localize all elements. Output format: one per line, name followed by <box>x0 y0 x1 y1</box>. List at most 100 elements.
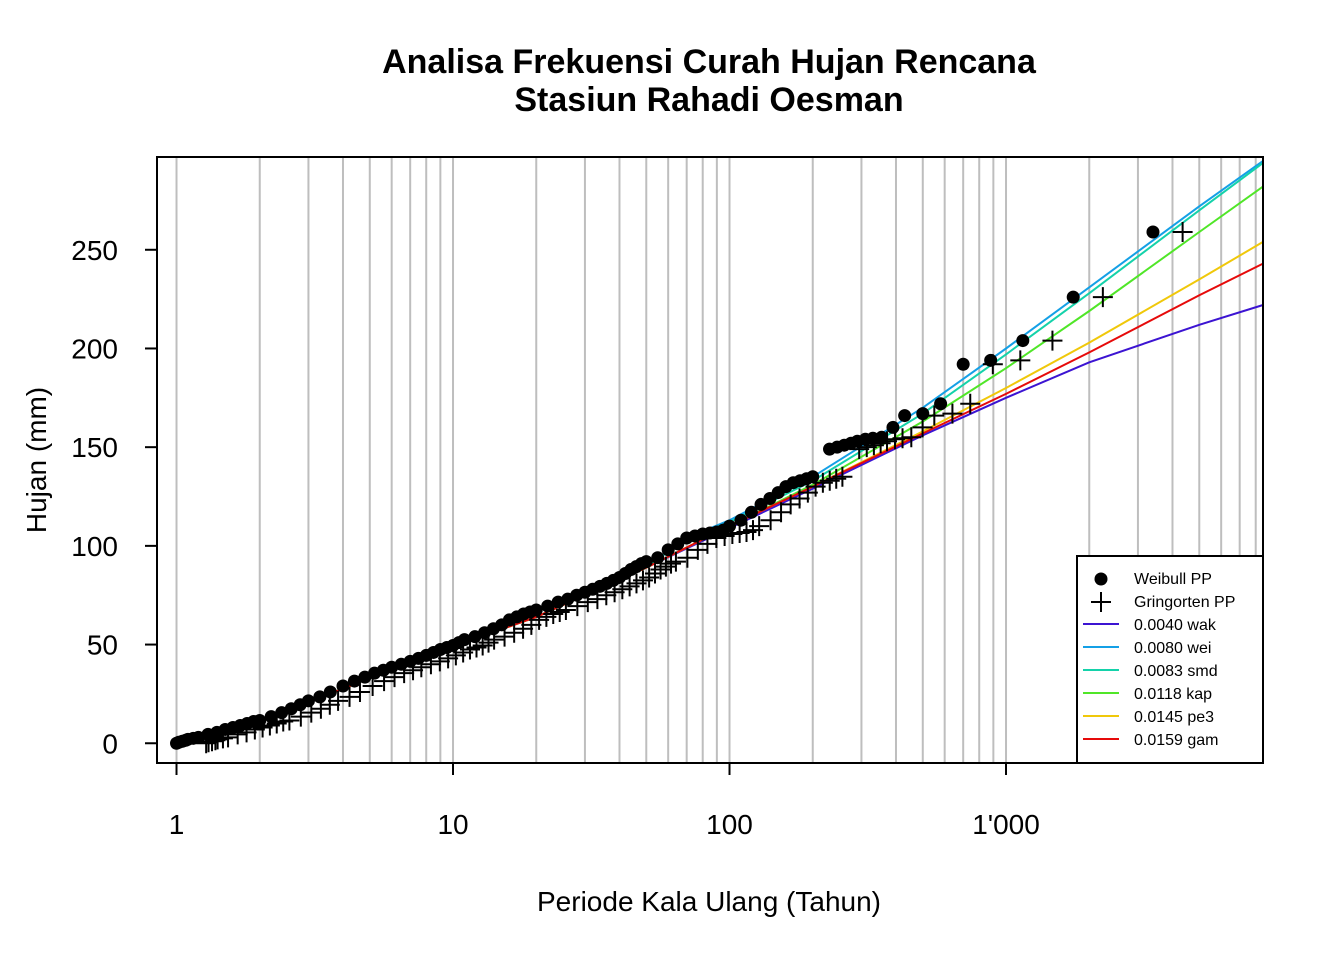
y-axis: 0 50 100 150 200 250 <box>71 235 157 759</box>
weibull-point <box>1146 225 1160 239</box>
gringorten-point <box>319 694 340 715</box>
gringorten-point <box>1010 350 1031 371</box>
legend-label: 0.0145 pe3 <box>1134 709 1214 726</box>
weibull-point <box>806 470 820 484</box>
x-axis: 1 10 100 1'000 <box>169 763 1040 840</box>
gringorten-point <box>577 592 598 613</box>
x-tick-label: 100 <box>706 809 753 840</box>
x-tick-label: 1 <box>169 809 185 840</box>
gringorten-point <box>494 626 515 647</box>
y-tick-label: 250 <box>71 235 118 266</box>
gringorten-point <box>596 585 617 606</box>
x-tick-label: 10 <box>437 809 468 840</box>
legend-label: Weibull PP <box>1134 571 1212 588</box>
y-tick-label: 0 <box>102 728 118 759</box>
gringorten-point <box>587 589 608 610</box>
weibull-point <box>956 357 970 371</box>
gringorten-point <box>942 403 963 424</box>
weibull-point <box>457 633 471 647</box>
gringorten-point <box>478 632 499 653</box>
gringorten-point <box>420 654 441 675</box>
legend-label: 0.0118 kap <box>1134 686 1212 703</box>
gringorten-point <box>604 582 625 603</box>
points-layer <box>170 222 1193 754</box>
legend-label: 0.0083 smd <box>1134 663 1218 680</box>
gringorten-point <box>912 417 933 438</box>
gringorten-point <box>411 657 432 678</box>
chart-subtitle: Stasiun Rahadi Oesman <box>514 81 903 119</box>
legend-label: 0.0159 gam <box>1134 732 1219 749</box>
gringorten-point <box>677 547 698 568</box>
weibull-point <box>934 397 948 411</box>
gringorten-point <box>924 405 945 426</box>
gringorten-point <box>438 648 459 669</box>
weibull-point <box>264 710 278 724</box>
weibull-point <box>323 685 337 699</box>
gringorten-point <box>706 527 727 548</box>
gringorten-point <box>362 676 383 697</box>
legend-symbol-dot <box>1094 572 1108 586</box>
gringorten-point <box>349 681 370 702</box>
chart-title: Analisa Frekuensi Curah Hujan Rencana <box>382 43 1037 81</box>
gringorten-point <box>771 502 792 523</box>
gringorten-point <box>339 686 360 707</box>
gringorten-point <box>982 354 1003 375</box>
gringorten-point <box>665 551 686 572</box>
legend-label: 0.0040 wak <box>1134 617 1217 634</box>
weibull-point <box>661 543 675 557</box>
gringorten-point <box>310 698 331 719</box>
gringorten-point <box>1172 222 1193 243</box>
gringorten-point <box>279 710 300 731</box>
weibull-point <box>651 551 665 565</box>
weibull-point <box>639 555 653 569</box>
legend: Weibull PP Gringorten PP 0.0040 wak 0.0080 … <box>1076 555 1264 764</box>
gringorten-point <box>328 690 349 711</box>
weibull-point <box>886 420 900 434</box>
gringorten-point <box>384 667 405 688</box>
gringorten-point <box>749 516 770 537</box>
gringorten-point <box>655 556 676 577</box>
weibull-point <box>541 599 555 613</box>
gringorten-point <box>484 629 505 650</box>
gringorten-point <box>901 427 922 448</box>
x-tick-label: 1'000 <box>972 809 1040 840</box>
gringorten-point <box>644 563 665 584</box>
y-tick-label: 200 <box>71 333 118 364</box>
gringorten-point <box>1092 287 1113 308</box>
gringorten-point <box>567 596 588 617</box>
weibull-point <box>1016 334 1030 348</box>
y-axis-label: Hujan (mm) <box>21 387 52 533</box>
gringorten-point <box>429 651 450 672</box>
weibull-point <box>734 513 748 527</box>
gringorten-point <box>394 663 415 684</box>
legend-symbol-plus <box>1091 592 1111 612</box>
gringorten-point <box>218 727 239 748</box>
weibull-point <box>301 694 315 708</box>
legend-label: Gringorten PP <box>1134 594 1235 611</box>
gringorten-point <box>650 559 671 580</box>
weibull-point <box>1066 290 1080 304</box>
gringorten-point <box>504 622 525 643</box>
gringorten-point <box>832 466 853 487</box>
gringorten-point <box>301 702 322 723</box>
gringorten-point <box>877 431 898 452</box>
gringorten-point <box>555 600 576 621</box>
x-axis-label: Periode Kala Ulang (Tahun) <box>537 886 881 917</box>
y-tick-label: 100 <box>71 531 118 562</box>
gringorten-point <box>513 618 534 639</box>
weibull-point <box>916 407 930 421</box>
y-tick-label: 150 <box>71 432 118 463</box>
gringorten-point <box>227 724 248 745</box>
gringorten-point <box>714 525 735 546</box>
legend-box <box>1076 555 1264 764</box>
gringorten-point <box>1042 330 1063 351</box>
weibull-point <box>347 674 361 688</box>
weibull-point <box>898 409 912 423</box>
gringorten-point <box>374 671 395 692</box>
gringorten-point <box>403 660 424 681</box>
gringorten-point <box>290 706 311 727</box>
weibull-point <box>313 690 327 704</box>
gringorten-point <box>521 614 542 635</box>
weibull-point <box>336 679 350 693</box>
